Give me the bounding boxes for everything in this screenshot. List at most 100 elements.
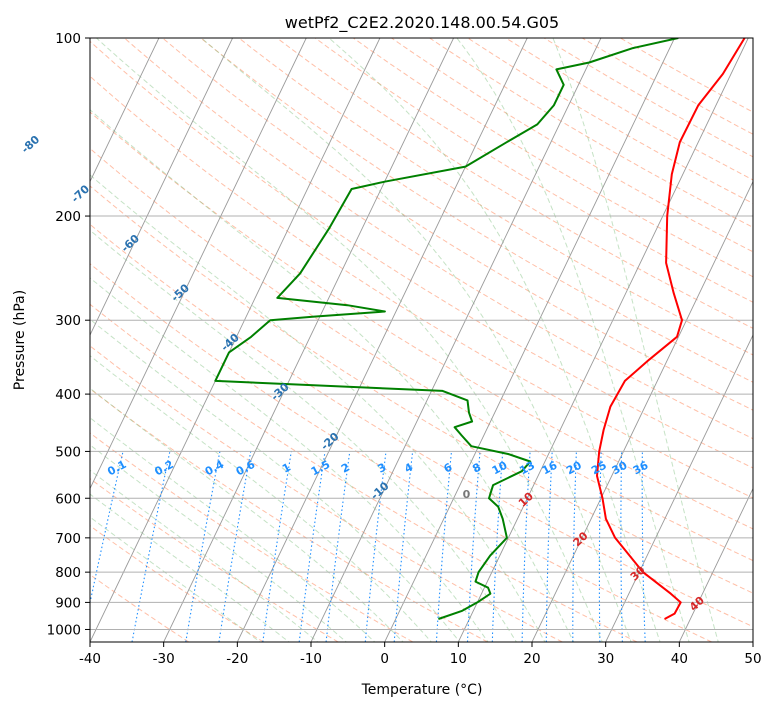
mixing-ratio-line xyxy=(325,451,351,642)
y-tick-label: 900 xyxy=(55,595,81,611)
isotherm xyxy=(90,38,381,642)
dry-adiabat xyxy=(90,345,563,642)
moist-adiabat xyxy=(90,318,461,642)
x-tick-label: 10 xyxy=(450,651,467,667)
mixing-ratio-label: 0.4 xyxy=(203,458,227,479)
mixing-ratio-line xyxy=(435,451,453,642)
x-axis-label: Temperature (°C) xyxy=(361,682,483,698)
isotherm xyxy=(163,38,454,642)
moist-adiabat xyxy=(200,38,632,642)
moist-adiabat xyxy=(96,38,603,642)
isotherm xyxy=(90,38,233,337)
dry-adiabat xyxy=(90,263,712,642)
mixing-ratio-label: 6 xyxy=(442,460,455,475)
isotherm xyxy=(752,640,753,642)
isotherm-label: 0 xyxy=(463,488,471,501)
dry-adiabat xyxy=(90,40,753,469)
dry-adiabat xyxy=(90,223,753,628)
moist-adiabat xyxy=(90,493,290,642)
mixing-ratio-label: 16 xyxy=(540,459,560,478)
dry-adiabat xyxy=(391,38,753,253)
mixing-ratio-line xyxy=(641,451,646,642)
plot-frame xyxy=(89,37,754,643)
mixing-ratio-label: 1.5 xyxy=(309,458,332,479)
x-tick-label: -20 xyxy=(226,651,248,667)
isotherm-label: -80 xyxy=(19,133,43,156)
isotherm xyxy=(310,38,602,642)
dewpoint-profile xyxy=(214,38,679,620)
mixing-ratio-line xyxy=(466,451,481,642)
moist-adiabat xyxy=(90,355,433,642)
temperature-profile xyxy=(596,38,746,620)
isotherm xyxy=(236,38,528,642)
mixing-ratio-label: 36 xyxy=(631,459,651,478)
dry-adiabat xyxy=(505,38,753,181)
isotherm-label: -10 xyxy=(368,479,392,502)
mixing-ratio-line xyxy=(545,451,553,642)
isotherm-label: -20 xyxy=(318,430,342,453)
y-tick-label: 100 xyxy=(55,31,81,47)
moist-adiabat xyxy=(90,174,546,642)
reference-lines xyxy=(90,38,753,642)
x-tick-label: 30 xyxy=(597,651,614,667)
mixing-ratio-label: 3 xyxy=(376,461,389,476)
moist-adiabat xyxy=(90,387,404,642)
dry-adiabat xyxy=(543,38,753,158)
mixing-ratio-label: 2 xyxy=(339,461,352,476)
mixing-ratio-line xyxy=(262,451,292,642)
dry-adiabat xyxy=(238,38,753,356)
moist-adiabat xyxy=(552,38,719,642)
isotherm xyxy=(90,38,160,183)
mixing-ratio-label: 30 xyxy=(610,459,630,478)
x-tick-label: 50 xyxy=(744,651,761,667)
dry-adiabat xyxy=(90,574,190,642)
dry-adiabat xyxy=(581,38,753,135)
dry-adiabat xyxy=(90,185,753,594)
isotherm xyxy=(384,38,675,642)
mixing-ratio-label: 25 xyxy=(589,459,609,478)
mixing-ratio-line xyxy=(298,451,326,642)
dry-adiabat xyxy=(90,432,414,642)
isotherm xyxy=(678,487,753,642)
isotherm-label: -70 xyxy=(69,182,93,205)
mixing-ratio-label: 0.2 xyxy=(152,458,175,479)
isotherm-label: 30 xyxy=(628,563,648,583)
moist-adiabat xyxy=(90,229,517,642)
dry-adiabat xyxy=(90,388,488,642)
isotherm xyxy=(90,38,307,490)
y-tick-label: 600 xyxy=(55,491,81,507)
mixing-ratio-label: 13 xyxy=(517,459,537,478)
y-tick-label: 700 xyxy=(55,531,81,547)
chart-title: wetPf2_C2E2.2020.148.00.54.G05 xyxy=(285,13,559,33)
dry-adiabat xyxy=(314,38,753,303)
mixing-ratio-label: 8 xyxy=(470,461,483,476)
isotherm-label: -60 xyxy=(119,232,143,255)
axes: -40 -30 -20 -10 0 10 20 30 40 5010020030040050060… xyxy=(47,31,762,667)
mixing-ratio-line xyxy=(218,451,252,642)
dry-adiabat xyxy=(90,477,339,642)
mixing-ratio-line xyxy=(185,451,221,642)
y-tick-label: 500 xyxy=(55,444,81,460)
y-axis-label: Pressure (hPa) xyxy=(12,290,28,390)
dry-adiabat xyxy=(90,303,638,642)
y-tick-label: 300 xyxy=(55,313,81,329)
y-tick-label: 1000 xyxy=(47,622,81,638)
dry-adiabat xyxy=(353,38,753,278)
x-tick-label: 40 xyxy=(671,651,688,667)
line-labels: 0.10.20.40.611.52346810131620253036-100-… xyxy=(19,133,707,614)
isotherm xyxy=(457,38,749,642)
x-tick-label: -10 xyxy=(300,651,322,667)
mixing-ratio-line xyxy=(598,451,602,642)
y-tick-label: 200 xyxy=(55,209,81,225)
dry-adiabat xyxy=(90,147,753,562)
dry-adiabat xyxy=(276,38,753,329)
moist-adiabat xyxy=(90,109,575,642)
mixing-ratio-label: 4 xyxy=(402,460,415,475)
dry-adiabat xyxy=(200,38,753,383)
mixing-ratio-label: 0.1 xyxy=(105,458,128,479)
mixing-ratio-line xyxy=(131,451,171,642)
dry-adiabat xyxy=(620,38,753,113)
x-tick-label: -30 xyxy=(153,651,175,667)
dry-adiabat xyxy=(124,38,753,440)
